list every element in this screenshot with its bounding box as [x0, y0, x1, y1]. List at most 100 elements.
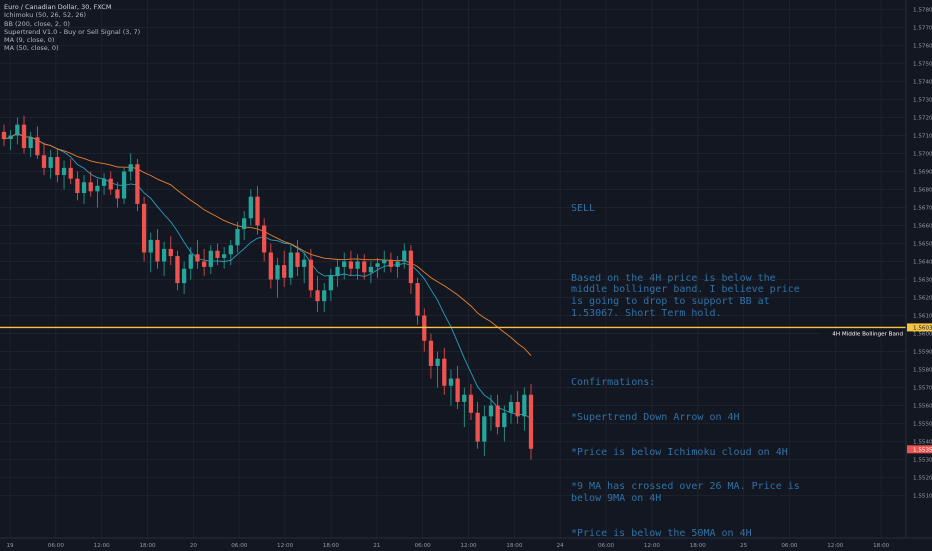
time-tick-label: 12:00: [277, 543, 294, 549]
candle: [482, 405, 487, 456]
time-axis[interactable]: 19 06:00 12:00 18:00 20 06:00 12:00 18:00 21 06:0…: [6, 543, 889, 549]
candle-body: [415, 283, 420, 316]
price-tick-label: 1.57300: [913, 97, 932, 103]
candle: [515, 391, 520, 424]
candle-body: [255, 196, 260, 226]
time-tick-label: 18:00: [139, 543, 156, 549]
candle: [28, 131, 33, 158]
candle: [442, 347, 447, 395]
candle: [141, 196, 147, 262]
candle: [222, 247, 227, 269]
candle: [328, 268, 334, 302]
candle-body: [215, 250, 220, 258]
candle-body: [8, 135, 13, 140]
candle: [8, 130, 13, 150]
candle-body: [422, 315, 427, 341]
candle-body: [141, 203, 147, 253]
price-tick-label: 1.56700: [913, 205, 932, 211]
candle: [315, 275, 320, 312]
horizontal-line[interactable]: 4H Middle Bollinger Band 1.56034: [0, 323, 932, 338]
candle: [21, 115, 27, 154]
price-tick-label: 1.56000: [913, 332, 932, 338]
note-confirm-heading: Confirmations:: [571, 377, 656, 389]
price-tick-label: 1.55100: [913, 494, 932, 500]
time-tick-label: 06:00: [231, 543, 248, 549]
candle-body: [528, 394, 534, 449]
time-tick-label: 25: [740, 543, 748, 549]
last-price: 1.55357: [907, 445, 932, 454]
time-tick-label: 20: [190, 543, 198, 549]
price-tick-label: 1.57000: [913, 151, 932, 157]
candle: [208, 245, 213, 275]
candle-body: [322, 290, 327, 302]
candle: [375, 257, 380, 278]
candle-body: [181, 268, 187, 284]
time-tick-label: 19: [6, 543, 14, 549]
symbol-title[interactable]: Euro / Canadian Dollar, 30, FXCM: [4, 3, 112, 11]
note-confirmation: *Price is below the 50MA on 4H: [571, 527, 752, 539]
candle-body: [201, 261, 207, 267]
price-tick-label: 1.56400: [913, 260, 932, 266]
text-annotation[interactable]: SELL Based on the 4H price is below the …: [571, 180, 801, 551]
candle-body: [348, 261, 354, 269]
candle: [428, 333, 434, 379]
candle: [468, 383, 474, 420]
time-tick-label: 24: [557, 543, 565, 549]
grid: [0, 0, 906, 538]
price-tick-label: 1.57200: [913, 115, 932, 121]
indicator-ma-9[interactable]: MA (9, close, 0): [4, 36, 55, 45]
candle-body: [375, 263, 380, 267]
candle: [255, 185, 260, 235]
candle: [168, 236, 173, 266]
note-body: Based on the 4H price is below the middl…: [571, 272, 800, 319]
candle: [475, 401, 480, 449]
candle: [55, 148, 60, 183]
candle-body: [128, 164, 133, 172]
candle: [88, 171, 93, 197]
candle-body: [302, 259, 307, 267]
indicator-supertrend[interactable]: Supertrend V1.0 - Buy or Sell Signal (3,…: [4, 27, 141, 36]
price-tick-label: 1.56600: [913, 223, 932, 229]
candle: [128, 153, 133, 181]
price-tick-label: 1.56900: [913, 169, 932, 175]
candle-body: [222, 254, 227, 258]
price-tick-label: 1.56300: [913, 278, 932, 284]
candle-body: [95, 185, 100, 192]
candle-body: [308, 259, 313, 291]
candle: [362, 254, 367, 280]
candle-body: [35, 137, 40, 156]
candle-body: [402, 250, 407, 262]
price-tick-label: 1.56200: [913, 296, 932, 302]
candle: [175, 250, 180, 291]
candle: [368, 261, 374, 284]
candle-body: [315, 290, 320, 302]
candle-body: [502, 412, 507, 428]
candle-body: [235, 229, 240, 246]
indicator-ichimoku[interactable]: Ichimoku (50, 26, 52, 26): [4, 11, 87, 20]
candle-body: [161, 248, 167, 262]
price-tick-label: 1.57500: [913, 61, 932, 67]
candle-body: [88, 182, 93, 192]
price-tick-label: 1.55700: [913, 386, 932, 392]
candle-body: [121, 171, 127, 199]
price-axis[interactable]: 1.57800 1.57700 1.57600 1.57500 1.57400 1.573…: [913, 7, 932, 499]
price-tick-label: 1.55300: [913, 458, 932, 464]
candle: [215, 243, 220, 266]
indicator-ma-50[interactable]: MA (50, close, 0): [4, 44, 59, 53]
candle-body: [395, 261, 400, 267]
candle: [61, 160, 67, 190]
note-confirmation: *9 MA has crossed over 26 MA. Price is b…: [571, 481, 800, 505]
candle-body: [462, 394, 467, 402]
candle: [268, 243, 273, 289]
time-tick-label: 12:00: [94, 543, 111, 549]
candle-body: [488, 405, 494, 417]
indicator-bb[interactable]: BB (200, close, 2, 0): [4, 19, 70, 28]
candle-body: [15, 124, 20, 136]
indicator-legend: Euro / Canadian Dollar, 30, FXCM Ichimok…: [4, 3, 140, 53]
candle: [522, 387, 527, 431]
note-heading: SELL: [571, 203, 596, 215]
time-tick-label: 21: [373, 543, 381, 549]
candle-body: [522, 394, 527, 417]
price-tick-label: 1.57800: [913, 7, 932, 13]
